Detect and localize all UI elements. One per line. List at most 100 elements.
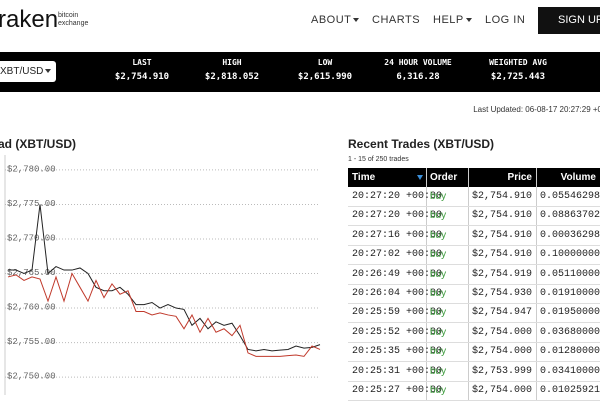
stat-value: 6,316.28	[396, 72, 440, 82]
row-divider	[348, 303, 600, 304]
table-cell: 20:27:20 +00:00	[352, 191, 443, 202]
table-cell: $2,754.000	[472, 326, 533, 338]
top-nav: raken bitcoin exchange ABOUT CHARTS HELP…	[0, 0, 600, 45]
column-header[interactable]: Price	[507, 172, 532, 183]
table-cell: buy	[430, 365, 447, 377]
y-tick-label: $2,750.00	[7, 371, 56, 381]
nav-link[interactable]: ABOUT	[311, 14, 360, 26]
table-cell: $2,754.930	[472, 288, 533, 299]
ticker-bar: XBT/USD LAST $2,754.910 HIGH $2,818.052 LOW $…	[0, 52, 600, 92]
stat-label: LAST	[132, 58, 152, 67]
logo[interactable]: raken	[0, 6, 59, 33]
table-cell: 20:25:31 +00:00	[352, 365, 443, 377]
y-tick-label: $2,775.00	[7, 199, 56, 209]
row-divider	[348, 244, 600, 246]
y-tick-label: $2,755.00	[7, 337, 56, 347]
row-divider	[348, 264, 600, 266]
row-divider	[348, 322, 600, 324]
table-cell: $2,753.999	[472, 365, 533, 377]
column-header[interactable]: Time	[352, 172, 376, 183]
table-cell: 0.00036298	[540, 229, 600, 241]
table-cell: buy	[430, 268, 447, 280]
signup-button[interactable]: SIGN UP	[538, 7, 600, 34]
row-divider	[348, 225, 600, 227]
table-cell: 20:25:35 +00:00	[352, 346, 443, 358]
table-cell: 20:27:02 +00:00	[352, 249, 443, 261]
stat-value: $2,754.910	[114, 72, 170, 82]
table-cell: 0.05110000	[540, 268, 600, 280]
column-header[interactable]: Order	[430, 172, 458, 183]
table-cell: 0.03680000	[540, 326, 600, 338]
nav-link[interactable]: HELP	[433, 14, 472, 26]
table-cell: 0.01280000	[540, 346, 600, 358]
stat-value: $2,818.052	[204, 72, 260, 82]
table-cell: 0.01950000	[540, 307, 600, 319]
table-cell: buy	[430, 346, 447, 358]
trades-count: 1 - 15 of 250 trades	[348, 156, 409, 163]
table-cell: $2,754.910	[472, 210, 533, 222]
logo-sub: exchange	[58, 20, 89, 27]
table-cell: buy	[430, 229, 447, 241]
table-cell: 0.08863702	[540, 210, 600, 222]
stat-value: $2,725.443	[490, 72, 546, 82]
table-cell: $2,754.000	[472, 346, 533, 358]
table-cell: $2,754.910	[472, 229, 533, 241]
table-cell: buy	[430, 210, 447, 222]
chart-title: ad (XBT/USD)	[0, 137, 76, 151]
table-cell: buy	[430, 307, 447, 319]
stat-label: HIGH	[222, 58, 242, 67]
last-updated: Last Updated: 06-08-17 20:27:29 +0	[473, 105, 600, 114]
price-line	[7, 272, 321, 357]
price-line	[8, 204, 321, 352]
y-tick-label: $2,770.00	[7, 233, 56, 243]
table-cell: $2,754.947	[472, 307, 533, 319]
sort-icon	[417, 175, 423, 180]
table-cell: 20:25:52 +00:00	[352, 326, 443, 338]
row-divider	[348, 341, 600, 343]
table-cell: 20:26:04 +00:00	[352, 288, 443, 299]
y-tick-label: $2,765.00	[7, 268, 56, 278]
table-header	[348, 168, 600, 187]
stat-label: WEIGHTED AVG	[489, 58, 547, 67]
table-cell: 0.05546298	[540, 191, 600, 202]
stat-label: 24 HOUR VOLUME	[384, 58, 452, 67]
table-cell: buy	[430, 385, 447, 396]
y-tick-label: $2,780.00	[7, 164, 56, 174]
table-cell: 20:25:27 +00:00	[352, 385, 443, 396]
table-cell: buy	[430, 288, 447, 299]
nav-text: ABOUT	[311, 14, 352, 26]
row-divider	[348, 206, 600, 207]
table-cell: 0.10000000	[540, 249, 600, 261]
logo-sub: bitcoin	[58, 12, 79, 19]
chart: $2,780.00 $2,775.00 $2,770.00 $2,765.00 $2,7…	[4, 155, 321, 395]
y-tick-label: $2,760.00	[7, 302, 56, 312]
nav-text: HELP	[433, 14, 464, 26]
stat-value: $2,615.990	[297, 72, 353, 82]
stat-label: LOW	[317, 58, 333, 67]
nav-link[interactable]: CHARTS	[372, 14, 421, 26]
row-divider	[348, 380, 600, 382]
table-cell: buy	[430, 249, 447, 261]
row-divider	[348, 361, 600, 363]
table-cell: $2,754.910	[472, 249, 533, 261]
trades-table: Time Order Price Volume 20:27:20 +00:00 buy $2…	[348, 168, 600, 401]
nav-link[interactable]: LOG IN	[485, 14, 526, 26]
table-cell: buy	[430, 191, 447, 202]
table-cell: 0.01025921	[540, 385, 600, 396]
pair-text: XBT/USD	[0, 66, 44, 77]
table-cell: $2,754.919	[472, 268, 533, 280]
table-cell: buy	[430, 326, 447, 338]
table-cell: $2,754.000	[472, 385, 533, 396]
table-cell: 0.01910000	[540, 288, 600, 299]
pair-dropdown[interactable]: XBT/USD	[0, 61, 56, 82]
table-cell: 20:25:59 +00:00	[352, 307, 443, 319]
column-header[interactable]: Volume	[560, 172, 596, 183]
table-cell: 0.03410000	[540, 365, 600, 377]
row-divider	[348, 283, 600, 285]
table-cell: 20:27:20 +00:00	[352, 210, 443, 222]
table-cell: 20:26:49 +00:00	[352, 268, 443, 280]
table-cell: $2,754.910	[472, 191, 533, 202]
trades-title: Recent Trades (XBT/USD)	[348, 137, 495, 151]
table-cell: 20:27:16 +00:00	[352, 229, 443, 241]
